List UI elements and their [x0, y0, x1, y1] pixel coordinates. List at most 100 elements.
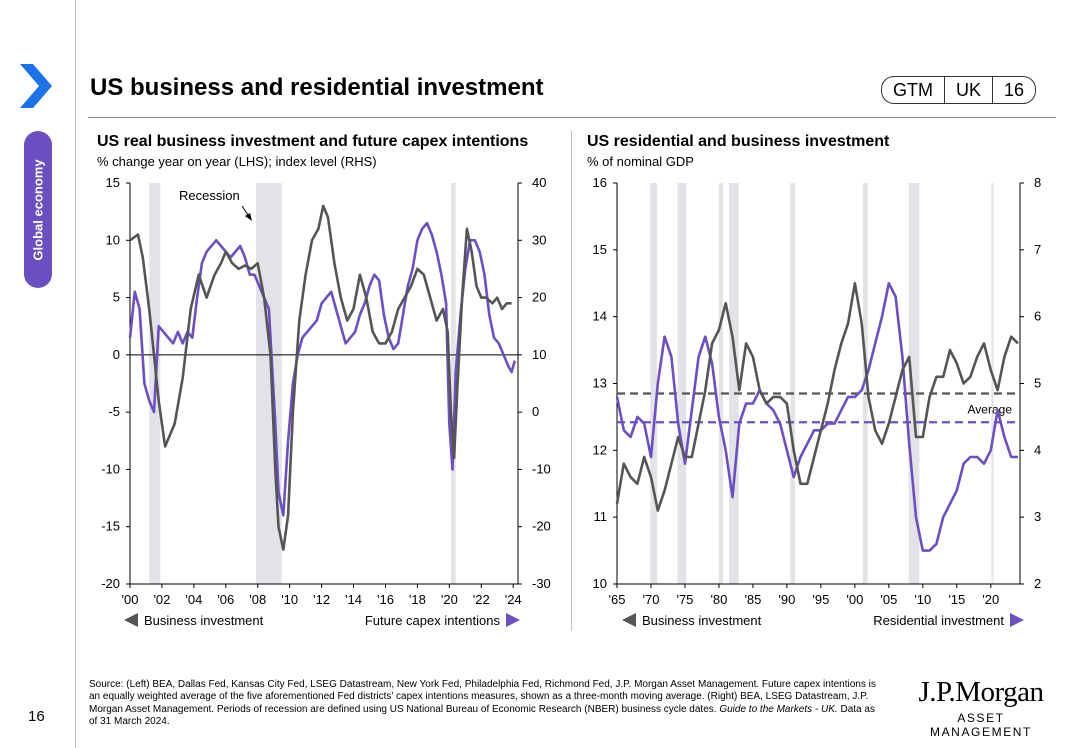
y-tick-label-right: 30	[532, 232, 546, 247]
x-tick-label: '75	[676, 592, 693, 607]
chart-divider	[571, 131, 572, 631]
x-tick-label: '16	[377, 592, 394, 607]
tag-group: GTM UK 16	[881, 76, 1037, 104]
y-tick-label-right: -20	[532, 519, 551, 534]
source-guide-title: Guide to the Markets - UK.	[719, 703, 838, 715]
y-tick-label-left: -10	[101, 461, 120, 476]
y-tick-label-right: 20	[532, 290, 546, 305]
y-tick-label-right: 4	[1034, 442, 1041, 457]
y-tick-label-left: 14	[593, 309, 607, 324]
tag-gtm: GTM	[893, 80, 933, 100]
side-tab[interactable]	[24, 131, 52, 288]
y-tick-label-left: -5	[108, 404, 120, 419]
x-tick-label: '18	[409, 592, 426, 607]
jpmorgan-logo: J.P.Morgan ASSET MANAGEMENT	[906, 676, 1056, 739]
right-chart: 16 15 14 13 12 11 10 8 7 6 5 4 3 2 '65 '70 '75 '80 '85 '90 '…	[593, 175, 1042, 628]
average-label: Average	[968, 403, 1013, 417]
y-tick-label-left: 10	[106, 232, 120, 247]
legend-left-label: Business investment	[642, 613, 762, 628]
arrow-left-icon	[622, 613, 636, 627]
y-tick-label-right: 6	[1034, 309, 1041, 324]
recession-band	[790, 183, 796, 584]
x-tick-label: '10	[914, 592, 931, 607]
x-tick-label: '70	[643, 592, 660, 607]
recession-band	[677, 183, 687, 584]
y-tick-label-left: 12	[593, 442, 607, 457]
x-tick-label: '22	[473, 592, 490, 607]
x-tick-label: '05	[880, 592, 897, 607]
legend-right-label: Future capex intentions	[365, 613, 501, 628]
x-tick-label: '80	[710, 592, 727, 607]
y-tick-label-left: 13	[593, 376, 607, 391]
x-tick-label: '65	[609, 592, 626, 607]
y-tick-label-right: 3	[1034, 509, 1041, 524]
y-tick-label-left: -15	[101, 519, 120, 534]
x-tick-label: '95	[812, 592, 829, 607]
recession-band	[991, 183, 994, 584]
y-tick-label-right: 5	[1034, 376, 1041, 391]
left-chart-title: US real business investment and future c…	[97, 133, 529, 150]
y-tick-label-right: 40	[532, 175, 546, 190]
source-note: Source: (Left) BEA, Dallas Fed, Kansas C…	[89, 679, 879, 729]
recession-annotation: Recession	[179, 188, 240, 203]
x-tick-label: '02	[153, 592, 170, 607]
annotation-arrow-icon	[245, 213, 252, 221]
x-tick-label: '04	[185, 592, 202, 607]
right-chart-title: US residential and business investment	[587, 133, 890, 150]
right-chart-subtitle: % of nominal GDP	[587, 154, 694, 169]
y-tick-label-right: 2	[1034, 576, 1041, 591]
y-tick-label-left: 11	[594, 509, 608, 524]
recession-band	[450, 183, 456, 584]
arrow-left-icon	[124, 613, 138, 627]
logo-wordmark: J.P.Morgan	[918, 676, 1045, 708]
source-text: Source: (Left) BEA, Dallas Fed, Kansas C…	[89, 679, 876, 715]
y-tick-label-right: 8	[1034, 175, 1041, 190]
y-tick-label-left: 5	[113, 290, 120, 305]
y-tick-label-right: -30	[532, 576, 551, 591]
y-tick-label-left: 10	[593, 576, 607, 591]
tag-page: 16	[992, 77, 1035, 103]
y-tick-label-right: 0	[532, 404, 539, 419]
residential-investment-line	[615, 281, 1018, 552]
x-tick-label: '06	[217, 592, 234, 607]
x-tick-label: '24	[505, 592, 522, 607]
x-tick-label: '20	[441, 592, 458, 607]
left-chart-subtitle: % change year on year (LHS); index level…	[97, 154, 377, 169]
chevron-right-icon	[20, 64, 52, 108]
recession-band	[729, 183, 739, 584]
recession-band	[650, 183, 658, 584]
x-tick-label: '08	[249, 592, 266, 607]
y-tick-label-right: -10	[532, 461, 551, 476]
y-tick-label-right: 7	[1034, 242, 1041, 257]
x-tick-label: '12	[313, 592, 330, 607]
left-margin-rule	[75, 0, 76, 748]
x-tick-label: '90	[778, 592, 795, 607]
business-investment-line	[615, 281, 1019, 512]
x-tick-label: '00	[122, 592, 139, 607]
left-chart: 15 10 5 0 -5 -10 -15 -20 40 30 20 10 0 -10 -20 -30 '00 '0…	[101, 175, 551, 628]
y-tick-label-left: 15	[106, 175, 120, 190]
arrow-right-icon	[1010, 613, 1024, 627]
source-date: Data as of 31 March 2024.	[89, 703, 875, 728]
logo-subtitle: ASSET MANAGEMENT	[929, 711, 1032, 739]
y-tick-label-left: 0	[113, 347, 120, 362]
arrow-right-icon	[506, 613, 520, 627]
legend-left-label: Business investment	[144, 613, 264, 628]
business-investment-line	[129, 204, 512, 551]
page-title: US business and residential investment	[90, 74, 544, 101]
x-tick-label: '20	[982, 592, 999, 607]
x-tick-label: '00	[846, 592, 863, 607]
x-tick-label: '10	[281, 592, 298, 607]
tag-region: UK	[944, 77, 992, 103]
recession-band	[718, 183, 724, 584]
title-rule	[88, 117, 1056, 118]
y-tick-label-right: 10	[532, 347, 546, 362]
x-tick-label: '15	[948, 592, 965, 607]
y-tick-label-left: -20	[101, 576, 120, 591]
y-tick-label-left: 16	[593, 175, 607, 190]
page-number: 16	[28, 708, 45, 725]
y-tick-label-left: 15	[593, 242, 607, 257]
recession-band	[908, 183, 920, 584]
recession-band	[863, 183, 868, 584]
x-tick-label: '85	[744, 592, 761, 607]
